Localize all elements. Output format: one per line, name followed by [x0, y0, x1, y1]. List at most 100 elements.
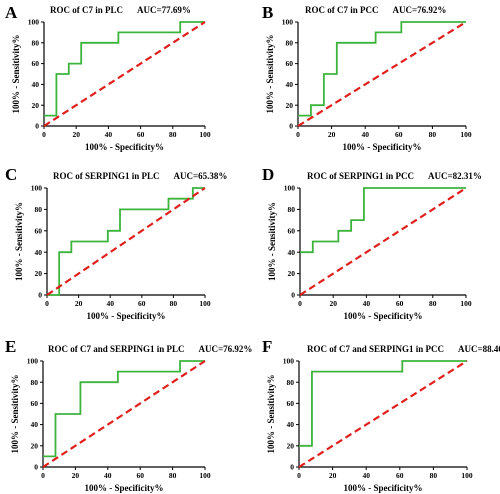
y-tick-label: 100	[28, 18, 40, 27]
roc-panel-a: A ROC of C7 in PLC AUC=77.69% 0 20 40 60 80 100 0…	[5, 3, 211, 152]
panel-letter: F	[262, 337, 272, 356]
x-axis-label: 100% - Specificity%	[344, 311, 423, 321]
y-tick-label: 40	[35, 248, 43, 257]
x-tick-label: 0	[296, 130, 300, 139]
y-tick-label: 0	[38, 291, 42, 300]
panel-title: ROC of C7 and SERPING1 in PCC	[307, 344, 444, 354]
y-tick-label: 0	[290, 463, 294, 472]
y-axis-label: 100% - Sensitivity%	[10, 374, 20, 453]
roc-curve-line	[300, 187, 466, 254]
y-tick-label: 20	[286, 101, 294, 110]
x-tick-label: 40	[363, 299, 371, 308]
roc-panel-f: F ROC of C7 and SERPING1 in PCC AUC=88.46%…	[262, 337, 500, 493]
x-tick-label: 60	[396, 471, 404, 480]
panel-letter: B	[262, 3, 273, 22]
auc-label: AUC=88.46%	[458, 344, 500, 354]
x-tick-label: 0	[297, 471, 301, 480]
y-tick-label: 60	[287, 399, 295, 408]
x-axis-label: 100% - Specificity%	[87, 311, 166, 321]
panel-title: ROC of C7 in PLC	[50, 5, 123, 15]
y-tick-label: 0	[34, 463, 38, 472]
x-tick-label: 0	[45, 299, 49, 308]
y-tick-label: 80	[288, 205, 296, 214]
reference-diagonal-line	[298, 360, 468, 468]
x-tick-label: 20	[329, 299, 337, 308]
y-axis-label: 100% - Sensitivity%	[266, 374, 276, 453]
y-tick-label: 80	[35, 205, 43, 214]
y-axis-label: 100% - Sensitivity%	[14, 202, 24, 281]
x-tick-label: 100	[460, 130, 472, 139]
panel-letter: D	[262, 165, 274, 184]
x-tick-label: 80	[170, 299, 178, 308]
panel-letter: A	[5, 3, 18, 22]
x-tick-label: 80	[430, 471, 438, 480]
y-tick-label: 60	[35, 226, 43, 235]
y-tick-label: 80	[32, 38, 40, 47]
auc-label: AUC=82.31%	[428, 171, 482, 181]
y-tick-label: 40	[286, 80, 294, 89]
roc-panel-c: C ROC of SERPING1 in PLC AUC=65.38% 0 20 40 60…	[5, 165, 227, 321]
x-tick-label: 60	[136, 471, 144, 480]
y-tick-label: 80	[287, 378, 295, 387]
y-tick-label: 0	[289, 122, 293, 131]
roc-curve-line	[298, 21, 466, 117]
x-tick-label: 80	[429, 299, 437, 308]
auc-label: AUC=65.38%	[174, 171, 228, 181]
x-tick-label: 80	[429, 130, 437, 139]
x-tick-label: 100	[199, 130, 211, 139]
y-tick-label: 20	[287, 441, 295, 450]
panel-letter: E	[5, 337, 16, 356]
x-tick-label: 20	[329, 471, 337, 480]
x-tick-label: 40	[104, 471, 112, 480]
x-axis-label: 100% - Specificity%	[343, 142, 422, 152]
x-tick-label: 60	[395, 130, 403, 139]
y-tick-label: 0	[35, 122, 39, 131]
x-tick-label: 100	[460, 299, 472, 308]
x-tick-label: 0	[298, 299, 302, 308]
x-tick-label: 100	[199, 471, 211, 480]
y-tick-label: 0	[291, 291, 295, 300]
reference-diagonal-line	[43, 21, 206, 127]
x-axis-label: 100% - Specificity%	[85, 483, 164, 493]
y-tick-label: 20	[288, 269, 296, 278]
y-tick-label: 40	[287, 420, 295, 429]
y-tick-label: 100	[284, 184, 296, 193]
y-tick-label: 60	[288, 226, 296, 235]
panel-title: ROC of SERPING1 in PCC	[307, 171, 414, 181]
roc-panel-d: D ROC of SERPING1 in PCC AUC=82.31% 0 20 40 60…	[262, 165, 482, 321]
y-axis-label: 100% - Sensitivity%	[265, 34, 275, 113]
y-tick-label: 60	[32, 59, 40, 68]
y-tick-label: 20	[35, 269, 43, 278]
x-tick-label: 20	[72, 471, 80, 480]
x-tick-label: 80	[169, 130, 177, 139]
x-tick-label: 40	[361, 130, 369, 139]
y-axis-label: 100% - Sensitivity%	[11, 34, 21, 113]
x-tick-label: 20	[328, 130, 336, 139]
x-tick-label: 60	[396, 299, 404, 308]
roc-curve-line	[43, 360, 205, 458]
x-tick-label: 100	[461, 471, 473, 480]
x-tick-label: 40	[106, 299, 114, 308]
y-axis-label: 100% - Sensitivity%	[267, 202, 277, 281]
y-tick-label: 80	[31, 378, 39, 387]
y-tick-label: 100	[282, 18, 294, 27]
x-tick-label: 60	[138, 299, 146, 308]
roc-curve-line	[299, 360, 467, 447]
x-axis-label: 100% - Specificity%	[344, 483, 423, 493]
y-tick-label: 20	[31, 441, 39, 450]
x-tick-label: 100	[199, 299, 211, 308]
roc-panel-b: B ROC of C7 in PCC AUC=76.92% 0 20 40 60 80 100 0…	[262, 3, 472, 152]
panel-title: ROC of C7 and SERPING1 in PLC	[48, 344, 185, 354]
auc-label: AUC=76.92%	[199, 344, 253, 354]
reference-diagonal-line	[46, 187, 206, 296]
auc-label: AUC=76.92%	[393, 5, 447, 15]
x-tick-label: 80	[169, 471, 177, 480]
x-tick-label: 60	[137, 130, 145, 139]
x-tick-label: 40	[362, 471, 370, 480]
y-tick-label: 60	[31, 399, 39, 408]
y-tick-label: 40	[32, 80, 40, 89]
x-tick-label: 0	[42, 130, 46, 139]
y-tick-label: 100	[31, 184, 43, 193]
x-tick-label: 0	[41, 471, 45, 480]
